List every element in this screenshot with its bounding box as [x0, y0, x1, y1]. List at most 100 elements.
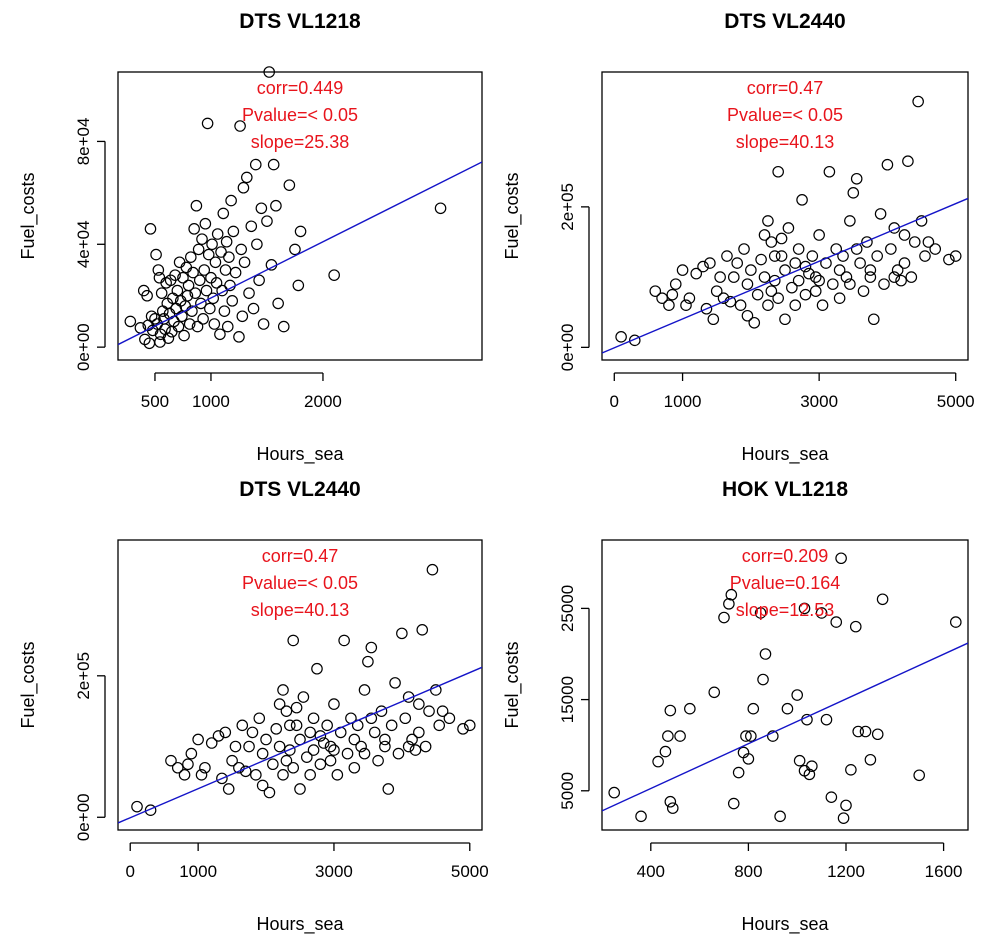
data-point	[806, 250, 819, 262]
data-point	[803, 768, 816, 781]
x-tick-label: 5000	[451, 862, 489, 881]
data-point	[191, 320, 204, 333]
data-point	[850, 172, 863, 185]
data-point	[775, 250, 788, 262]
data-point	[721, 250, 733, 262]
data-point	[731, 257, 744, 269]
data-point	[666, 802, 679, 814]
data-point	[742, 753, 755, 765]
plot-box	[601, 539, 969, 831]
data-point	[256, 779, 269, 792]
data-point	[251, 238, 263, 251]
scatter-panel-2: DTS VL2440 0 1000 3000 5000 0e+00 2e+05 Hours_s…	[502, 10, 975, 465]
data-point	[423, 705, 435, 717]
data-point	[280, 754, 293, 767]
y-tick-label: 8e+04	[74, 118, 93, 166]
y-tick-label: 4e+04	[74, 220, 93, 268]
data-point	[292, 279, 305, 292]
data-point	[226, 754, 238, 767]
data-point	[676, 264, 689, 276]
data-point	[871, 250, 883, 262]
data-point	[717, 292, 730, 304]
data-point	[372, 754, 384, 767]
data-point	[270, 723, 283, 735]
x-axis: 0 1000 3000 5000	[610, 372, 975, 411]
y-tick-label: 0e+00	[74, 323, 93, 371]
slope-annotation: slope=40.13	[736, 132, 835, 152]
data-point	[253, 712, 266, 725]
data-point	[220, 235, 233, 248]
data-point	[663, 299, 675, 312]
data-point	[195, 769, 208, 781]
data-point	[436, 705, 449, 717]
data-point	[389, 677, 401, 689]
data-point	[149, 313, 161, 325]
data-point	[290, 719, 303, 732]
data-point	[238, 256, 251, 269]
x-axis-label: Hours_sea	[741, 914, 829, 935]
data-point	[277, 320, 290, 333]
y-tick-label: 0e+00	[558, 323, 577, 371]
data-point	[341, 747, 354, 760]
data-point	[871, 728, 884, 741]
data-points	[131, 563, 476, 816]
data-point	[304, 769, 316, 781]
data-point	[708, 686, 721, 699]
data-point	[348, 733, 361, 746]
data-point	[813, 229, 825, 241]
data-point	[845, 764, 857, 776]
data-point	[328, 744, 340, 756]
data-point	[155, 287, 168, 299]
data-point	[864, 271, 877, 283]
data-point	[215, 246, 227, 258]
data-point	[273, 698, 286, 710]
data-point	[409, 744, 422, 756]
data-point	[368, 726, 381, 739]
data-point	[806, 760, 818, 772]
data-point	[707, 313, 720, 326]
data-point	[143, 337, 156, 350]
data-point	[762, 215, 774, 227]
data-point	[245, 220, 258, 233]
data-point	[226, 295, 239, 307]
data-point	[757, 673, 769, 686]
data-point	[287, 634, 300, 647]
data-point	[177, 271, 189, 284]
corr-annotation: corr=0.209	[742, 546, 829, 566]
data-point	[190, 199, 203, 212]
data-point	[745, 730, 757, 742]
plot-box	[117, 71, 483, 361]
data-point	[223, 251, 235, 263]
y-tick-label: 15000	[558, 676, 577, 723]
slope-annotation: slope=40.13	[251, 600, 350, 620]
data-point	[789, 299, 802, 312]
data-point	[861, 236, 873, 248]
data-point	[233, 331, 245, 343]
data-point	[225, 194, 237, 207]
x-axis: 0 1000 3000 5000	[125, 842, 489, 881]
pvalue-annotation: Pvalue=0.164	[730, 573, 841, 593]
data-point	[700, 302, 713, 315]
data-point	[463, 719, 476, 732]
data-point	[250, 769, 262, 781]
data-point	[221, 320, 234, 333]
data-point	[674, 730, 686, 742]
data-point	[218, 305, 231, 317]
data-point	[815, 607, 828, 619]
data-point	[791, 689, 803, 701]
data-point	[297, 691, 310, 703]
data-point	[820, 713, 833, 726]
data-point	[710, 285, 723, 297]
data-point	[348, 761, 361, 774]
data-point	[284, 719, 296, 732]
data-point	[234, 120, 246, 132]
data-point	[949, 250, 962, 262]
data-point	[768, 250, 781, 262]
data-point	[217, 207, 230, 220]
data-point	[162, 332, 175, 344]
data-point	[139, 333, 151, 346]
data-point	[775, 232, 788, 245]
panel-title: DTS VL2440	[724, 10, 845, 33]
x-tick-label: 2000	[304, 392, 342, 411]
